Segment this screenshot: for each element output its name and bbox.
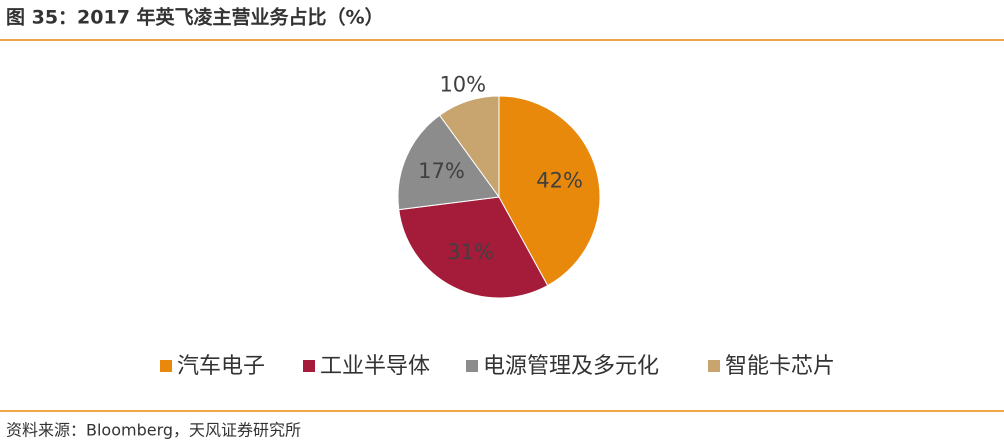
legend-swatch xyxy=(466,360,478,372)
value-label: 31% xyxy=(447,240,494,264)
value-label: 10% xyxy=(439,73,486,97)
legend-swatch xyxy=(708,360,720,372)
value-label: 17% xyxy=(418,159,465,183)
pie-slice xyxy=(438,95,500,199)
source-note: 资料来源：Bloomberg，天风证券研究所 xyxy=(6,421,301,440)
legend-swatch xyxy=(303,360,315,372)
legend-label: 智能卡芯片 xyxy=(725,354,835,379)
legend-label: 工业半导体 xyxy=(320,354,430,379)
value-label: 42% xyxy=(536,168,583,192)
legend-label: 汽车电子 xyxy=(177,354,265,379)
pie-slice xyxy=(398,196,549,299)
chart-title: 图 35：2017 年英飞凌主营业务占比（%） xyxy=(6,6,384,29)
pie-slice xyxy=(397,114,500,211)
pie-slice xyxy=(498,95,601,287)
legend-swatch xyxy=(160,360,172,372)
legend-label: 电源管理及多元化 xyxy=(483,354,659,379)
